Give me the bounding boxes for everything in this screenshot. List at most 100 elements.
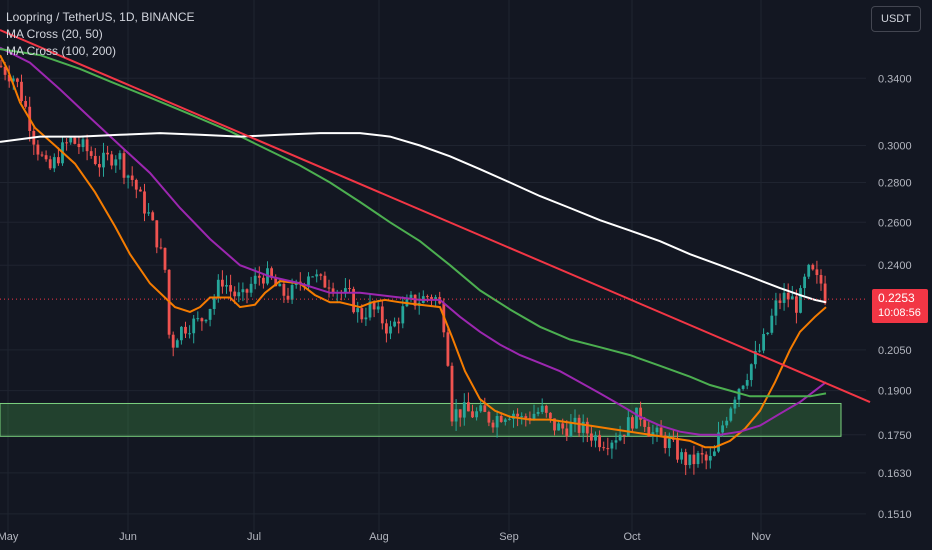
candle-body	[700, 453, 704, 455]
price-axis[interactable]: 0.3400 0.3000 0.2800 0.2600 0.2400 0.2050 0.19…	[878, 73, 912, 521]
candle-body	[733, 399, 737, 409]
candle-body	[655, 427, 659, 433]
candle-body	[3, 66, 7, 75]
time-axis[interactable]: May Jun Jul Aug Sep Oct Nov	[0, 531, 771, 543]
candle-body	[241, 289, 245, 293]
candle-body	[487, 411, 491, 423]
candle-body	[360, 308, 364, 320]
candle-body	[676, 439, 679, 460]
candle-body	[52, 157, 56, 169]
ma-50-line	[0, 46, 827, 436]
candle-body	[204, 319, 208, 322]
candle-body	[462, 402, 466, 418]
candle-body	[536, 411, 540, 414]
candle-body	[577, 417, 581, 433]
candle-body	[216, 279, 220, 299]
candle-body	[692, 454, 696, 465]
candle-body	[475, 411, 478, 418]
candle-body	[106, 152, 109, 155]
candle-body	[807, 264, 811, 277]
price-tick-label: 0.2400	[878, 260, 912, 272]
candle-body	[811, 264, 815, 270]
candle-body	[774, 300, 778, 316]
candle-body	[253, 275, 257, 284]
trendline[interactable]	[0, 29, 871, 403]
price-tick-label: 0.3000	[878, 140, 912, 152]
candle-body	[262, 277, 265, 284]
candle-body	[393, 321, 396, 327]
candle-body	[274, 277, 278, 287]
candle-body	[561, 423, 565, 429]
last-price-value: 0.2253	[878, 291, 915, 306]
candle-body	[569, 422, 573, 437]
candle-body	[77, 143, 81, 148]
candle-body	[180, 326, 183, 341]
candle-body	[471, 411, 474, 418]
candle-body	[618, 434, 622, 441]
candle-body	[483, 405, 487, 412]
candle-body	[491, 422, 495, 428]
candle-body	[479, 405, 483, 412]
candle-body	[643, 419, 647, 427]
candle-body	[749, 364, 753, 381]
indicator-ma-cross-20-50[interactable]: MA Cross (20, 50)	[6, 27, 103, 41]
candle-body	[598, 435, 601, 448]
candle-body	[782, 292, 786, 303]
candle-body	[540, 405, 544, 412]
candle-body	[762, 334, 765, 351]
candle-body	[786, 292, 790, 300]
candle-body	[708, 455, 712, 461]
candle-body	[327, 287, 331, 289]
candle-body	[331, 288, 335, 294]
symbol-title[interactable]: Loopring / TetherUS, 1D, BINANCE	[6, 10, 195, 24]
candle-body	[0, 65, 3, 67]
candle-body	[286, 295, 290, 300]
candle-body	[721, 425, 724, 433]
candle-body	[184, 326, 187, 334]
price-tick-label: 0.2800	[878, 177, 912, 189]
candle-body	[139, 189, 142, 192]
candle-body	[684, 452, 688, 466]
currency-button[interactable]: USDT	[871, 6, 921, 32]
candle-body	[614, 440, 618, 443]
candle-body	[704, 454, 708, 461]
candle-body	[65, 142, 68, 144]
candle-body	[397, 321, 401, 324]
candle-body	[741, 385, 745, 389]
price-tick-label: 0.1510	[878, 509, 912, 521]
candle-body	[282, 283, 286, 296]
candle-body	[7, 74, 11, 82]
candle-body	[766, 332, 770, 334]
candle-body	[20, 81, 23, 102]
candle-body	[16, 78, 19, 82]
candle-body	[594, 435, 597, 441]
ma-20-line	[0, 54, 827, 449]
candle-body	[225, 285, 228, 287]
price-tick-label: 0.2600	[878, 217, 912, 229]
indicator-ma-cross-100-200[interactable]: MA Cross (100, 200)	[6, 44, 117, 58]
candle-body	[565, 428, 569, 437]
candle-body	[790, 296, 794, 300]
candle-body	[524, 416, 528, 419]
chart-legend: Loopring / TetherUS, 1D, BINANCE MA Cros…	[6, 9, 195, 60]
candle-body	[549, 412, 552, 419]
candle-body	[795, 296, 798, 313]
candle-body	[434, 297, 437, 300]
time-tick-label: Nov	[751, 531, 771, 543]
candle-body	[221, 279, 224, 287]
candle-body	[380, 306, 384, 324]
candle-body	[102, 152, 105, 168]
candle-body	[364, 317, 368, 320]
candle-body	[454, 409, 458, 422]
candle-body	[663, 435, 667, 449]
candle-body	[233, 291, 237, 297]
time-tick-label: Sep	[499, 531, 519, 543]
candle-body	[557, 423, 560, 431]
time-tick-label: Aug	[369, 531, 389, 543]
candle-body	[450, 365, 454, 422]
candle-body	[495, 415, 499, 428]
candle-body	[24, 101, 27, 107]
support-zone[interactable]	[0, 402, 842, 437]
ma-200-line	[0, 132, 827, 304]
